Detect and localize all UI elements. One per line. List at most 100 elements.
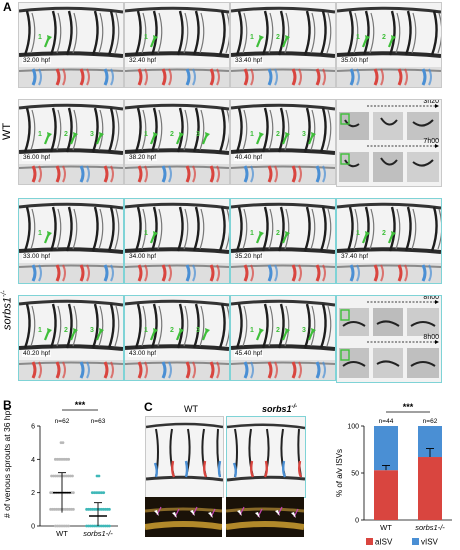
b-data-point [67, 524, 71, 528]
wt-inset-image [337, 100, 441, 186]
b-data-point [102, 491, 106, 495]
c-ylabel: % of a/v ISVs [335, 449, 344, 497]
mutant-inset-image [337, 296, 441, 382]
mutant-tile-image: 1 [19, 199, 123, 283]
svg-text:2: 2 [64, 327, 68, 334]
panel-c-mutant-fluorescence [226, 497, 304, 537]
panel-a-mutant-label: sorbs1-/- [1, 290, 14, 330]
mutant-tile: 1 2 3 40.20 hpf [18, 295, 124, 381]
panel-b-ylabel: # of venous sprouts at 36 hpf [2, 408, 12, 518]
c-ytick-label: 100 [347, 424, 359, 431]
venous-sprouts-chart: 0 2 4 6 n=62 WT n=63 sorbs1-/- *** [31, 400, 118, 538]
mutant-inset-panel: 8h00 8h00 [336, 295, 442, 383]
wt-tile-image: 1 2 3 [19, 100, 123, 184]
b-ytick-label: 0 [31, 524, 35, 531]
panel-a-label: A [3, 0, 12, 14]
mutant-tile: 1 2 3 45.40 hpf [230, 295, 336, 381]
svg-text:1: 1 [144, 34, 148, 41]
c-bar-segment [374, 426, 398, 471]
mutant-tile-image: 1 2 3 [125, 296, 229, 380]
b-data-point [108, 507, 111, 511]
wt-timestamp: 38.20 hpf [128, 154, 158, 161]
wt-tile: 1 2 33.40 hpf [230, 2, 336, 88]
wt-inset-panel: 3h20 7h00 [336, 99, 442, 187]
panel-c-mutant-fluor-svg [226, 506, 304, 530]
b-data-point [61, 441, 65, 445]
wt-tile: 1 32.00 hpf [18, 2, 124, 88]
wt-tile: 1 2 3 38.20 hpf [124, 99, 230, 185]
c-category-label: sorbs1-/- [415, 523, 445, 532]
wt-timestamp: 33.40 hpf [234, 57, 264, 64]
svg-text:2: 2 [382, 34, 386, 41]
av-isv-chart: % of a/v ISVs 0 50 100 n=44 WT n=62 sorbs1-/- **… [335, 402, 452, 547]
panel-b-label: B [3, 398, 12, 412]
panel-c-label: C [144, 400, 153, 414]
svg-text:1: 1 [38, 131, 42, 138]
mutant-tile: 1 2 3 43.00 hpf [124, 295, 230, 381]
mutant-timestamp: 35.20 hpf [234, 253, 264, 260]
panel-c-wt-image [145, 416, 224, 498]
mutant-label-sup: -/- [1, 290, 8, 297]
wt-timestamp: 32.40 hpf [128, 57, 158, 64]
b-n-label: n=63 [91, 418, 106, 425]
svg-text:3: 3 [196, 131, 200, 138]
svg-text:2: 2 [276, 327, 280, 334]
b-data-point [72, 491, 75, 495]
mutant-tile-image: 1 2 3 [19, 296, 123, 380]
svg-text:1: 1 [144, 131, 148, 138]
panel-c-mutant-vessels [227, 417, 305, 497]
wt-timestamp: 36.00 hpf [22, 154, 52, 161]
c-category-label: WT [380, 523, 392, 532]
panel-c-mutant-sup: -/- [291, 404, 298, 410]
svg-text:2: 2 [276, 34, 280, 41]
panel-a-wt-label: WT [1, 123, 13, 140]
svg-text:1: 1 [356, 230, 360, 237]
svg-text:2: 2 [382, 230, 386, 237]
mutant-tile-image: 1 2 3 [231, 296, 335, 380]
mutant-tile: 1 33.00 hpf [18, 198, 124, 284]
wt-tile: 1 2 3 36.00 hpf [18, 99, 124, 185]
svg-text:1: 1 [250, 34, 254, 41]
mutant-tile-image: 1 [125, 199, 229, 283]
svg-text:3: 3 [90, 327, 94, 334]
panel-c-wt-vessels [146, 417, 223, 497]
svg-text:1: 1 [144, 327, 148, 334]
b-data-point [67, 457, 71, 461]
panel-c-wt-fluorescence [145, 497, 222, 537]
c-bar-segment [418, 457, 442, 520]
panel-c-wt-title: WT [184, 404, 198, 414]
c-legend-label: vISV [421, 538, 439, 547]
svg-text:1: 1 [250, 131, 254, 138]
wt-label-text: WT [1, 122, 13, 140]
mutant-label-text: sorbs1 [1, 296, 14, 330]
svg-text:1: 1 [38, 230, 42, 237]
wt-inset-duration-2: 7h00 [423, 138, 439, 145]
svg-text:3: 3 [302, 131, 306, 138]
wt-tile: 1 2 3 40.40 hpf [230, 99, 336, 185]
svg-text:1: 1 [356, 34, 360, 41]
mutant-timestamp: 33.00 hpf [22, 253, 52, 260]
panel-c-mutant-text: sorbs1 [262, 404, 292, 414]
wt-tile-image: 1 2 3 [125, 100, 229, 184]
svg-text:1: 1 [250, 327, 254, 334]
wt-tile-image: 1 2 3 [231, 100, 335, 184]
c-significance-label: *** [403, 402, 414, 412]
b-n-label: n=62 [55, 418, 70, 425]
wt-timestamp: 32.00 hpf [22, 57, 52, 64]
b-ytick-label: 4 [31, 457, 35, 464]
panel-c-mutant-title: sorbs1-/- [262, 404, 297, 414]
mutant-tile: 1 34.00 hpf [124, 198, 230, 284]
b-significance-label: *** [75, 400, 86, 410]
c-ytick-label: 0 [355, 518, 359, 525]
b-data-point [108, 524, 111, 528]
svg-text:2: 2 [170, 327, 174, 334]
svg-text:2: 2 [276, 230, 280, 237]
svg-text:3: 3 [196, 327, 200, 334]
mutant-timestamp: 45.40 hpf [234, 350, 264, 357]
svg-text:2: 2 [276, 131, 280, 138]
b-ytick-label: 6 [31, 424, 35, 431]
wt-timestamp: 35.00 hpf [340, 57, 370, 64]
